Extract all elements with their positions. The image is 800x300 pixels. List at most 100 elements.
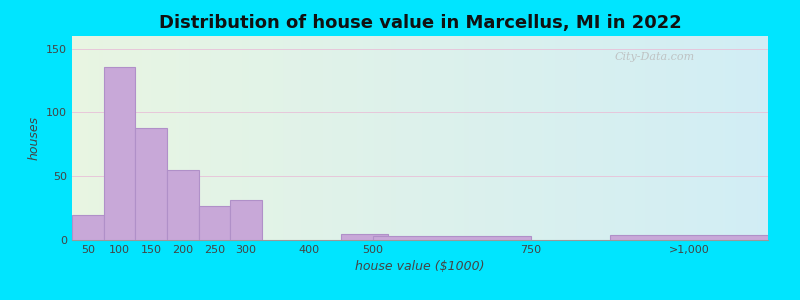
Bar (632, 36, 636, 240)
Bar (670, 36, 674, 240)
Bar (166, 36, 170, 240)
Bar (719, 36, 722, 240)
X-axis label: house value ($1000): house value ($1000) (355, 260, 485, 273)
Bar (104, 67, 135, 240)
Bar (211, 36, 214, 240)
Bar (75, 36, 79, 240)
Bar (747, 36, 750, 240)
Bar (246, 36, 250, 240)
Bar (410, 36, 413, 240)
Bar (622, 36, 626, 240)
Bar (121, 36, 124, 240)
Bar (476, 36, 479, 240)
Bar (507, 36, 510, 240)
Bar (340, 36, 343, 240)
Bar (514, 36, 518, 240)
Bar (399, 36, 402, 240)
Bar (155, 36, 159, 240)
Bar (750, 36, 754, 240)
Bar (733, 36, 737, 240)
Bar (274, 36, 278, 240)
Bar (521, 36, 525, 240)
Bar (698, 36, 702, 240)
Bar (552, 36, 556, 240)
Bar (305, 36, 309, 240)
Bar (556, 36, 559, 240)
Bar (204, 36, 208, 240)
Bar (535, 36, 538, 240)
Bar (441, 36, 444, 240)
Bar (448, 36, 451, 240)
Bar (538, 36, 542, 240)
Bar (298, 36, 302, 240)
Bar (650, 36, 653, 240)
Bar (695, 36, 698, 240)
Bar (542, 36, 546, 240)
Bar (180, 36, 183, 240)
Bar (201, 36, 204, 240)
Bar (382, 36, 386, 240)
Bar (525, 36, 528, 240)
Bar (434, 36, 438, 240)
Bar (110, 36, 114, 240)
Bar (594, 36, 598, 240)
Bar (570, 36, 573, 240)
Bar (326, 36, 330, 240)
Bar (347, 36, 350, 240)
Bar (242, 36, 246, 240)
Bar (124, 36, 128, 240)
Bar (758, 36, 761, 240)
Bar (754, 36, 758, 240)
Bar (454, 36, 458, 240)
Bar (490, 36, 493, 240)
Bar (302, 36, 305, 240)
Title: Distribution of house value in Marcellus, MI in 2022: Distribution of house value in Marcellus… (158, 14, 682, 32)
Bar (479, 36, 482, 240)
Bar (598, 36, 601, 240)
Bar (618, 36, 622, 240)
Bar (573, 36, 577, 240)
Bar (626, 36, 629, 240)
Bar (691, 36, 695, 240)
Bar (82, 36, 86, 240)
Bar (198, 36, 201, 240)
Bar (134, 36, 138, 240)
Bar (149, 36, 152, 240)
Bar (260, 36, 263, 240)
Bar (337, 36, 340, 240)
Bar (170, 36, 173, 240)
Bar (417, 36, 420, 240)
Bar (176, 36, 180, 240)
Bar (142, 36, 145, 240)
Bar (608, 36, 611, 240)
Bar (716, 36, 719, 240)
Bar (482, 36, 486, 240)
Bar (510, 36, 514, 240)
Bar (392, 36, 396, 240)
Bar (194, 36, 198, 240)
Bar (546, 36, 549, 240)
Bar (601, 36, 605, 240)
Bar (706, 36, 709, 240)
Bar (444, 36, 448, 240)
Bar (610, 235, 768, 240)
Bar (646, 36, 650, 240)
Bar (685, 36, 688, 240)
Bar (528, 36, 531, 240)
Bar (486, 36, 490, 240)
Bar (629, 36, 632, 240)
Y-axis label: houses: houses (27, 116, 41, 160)
Bar (730, 36, 733, 240)
Bar (653, 36, 657, 240)
Bar (135, 128, 167, 240)
Bar (183, 36, 187, 240)
Bar (740, 36, 744, 240)
Bar (503, 36, 507, 240)
Bar (103, 36, 107, 240)
Bar (642, 36, 646, 240)
Bar (278, 36, 281, 240)
Bar (118, 36, 121, 240)
Bar (438, 36, 441, 240)
Bar (709, 36, 712, 240)
Bar (518, 36, 521, 240)
